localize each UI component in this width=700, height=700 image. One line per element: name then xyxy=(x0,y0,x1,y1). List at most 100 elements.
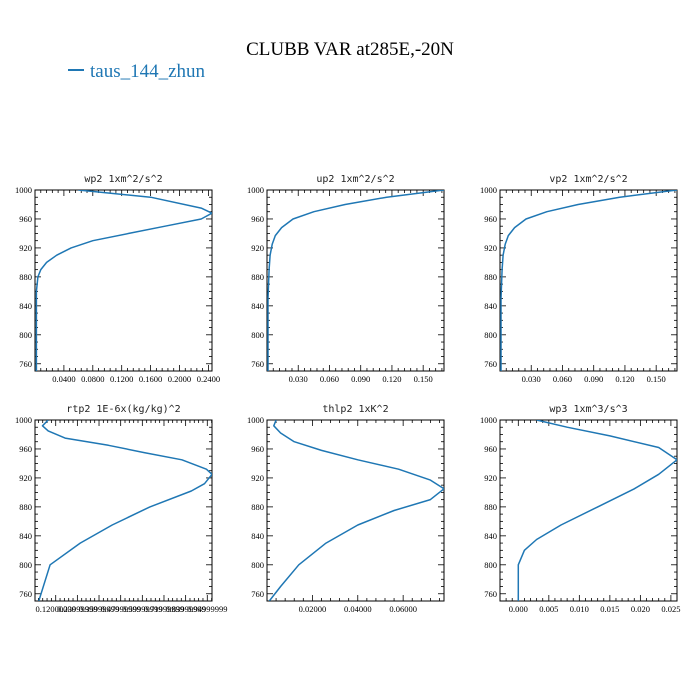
y-tick-label: 920 xyxy=(251,473,264,483)
y-tick-label: 880 xyxy=(251,272,264,282)
x-tick-label: 0.1200 xyxy=(110,374,133,384)
panel-title: wp2 1xm^2/s^2 xyxy=(84,174,162,185)
y-tick-label: 960 xyxy=(251,444,264,454)
y-tick-label: 760 xyxy=(484,359,497,369)
x-tick-label: 0.2000 xyxy=(168,374,191,384)
x-tick-label: 0.0800 xyxy=(81,374,104,384)
y-tick-label: 760 xyxy=(19,359,32,369)
y-tick-label: 760 xyxy=(484,589,497,599)
panels: wp2 1xm^2/s^2 760 800 840 880 920 960 1000 0.040… xyxy=(15,174,680,614)
y-tick-label: 1000 xyxy=(247,415,264,425)
x-tick-label: 0.030 xyxy=(522,374,541,384)
x-tick-label: 0.010 xyxy=(570,604,589,614)
y-tick-label: 840 xyxy=(251,301,264,311)
y-tick-label: 840 xyxy=(251,531,264,541)
y-tick-label: 960 xyxy=(484,444,497,454)
panel-5: thlp2 1xK^2 760 800 840 880 920 960 1000 0.02000… xyxy=(247,404,445,614)
x-tick-label: 0.000 xyxy=(509,604,528,614)
y-tick-label: 800 xyxy=(484,330,497,340)
series-line xyxy=(517,420,677,601)
panel-title: wp3 1xm^3/s^3 xyxy=(549,404,627,415)
x-tick-label: 0.150 xyxy=(414,374,433,384)
plot-frame xyxy=(499,419,678,602)
series-line xyxy=(38,420,212,601)
series-line xyxy=(500,190,677,371)
y-tick-label: 920 xyxy=(484,473,497,483)
y-tick-label: 920 xyxy=(484,243,497,253)
x-tick-label: 0.04000 xyxy=(344,604,372,614)
x-tick-label: 0.1600 xyxy=(139,374,162,384)
y-tick-label: 760 xyxy=(251,359,264,369)
y-tick-label: 1000 xyxy=(15,415,32,425)
y-tick-label: 920 xyxy=(19,243,32,253)
x-tick-label: 0.090 xyxy=(584,374,603,384)
panel-title: rtp2 1E-6x(kg/kg)^2 xyxy=(66,404,180,415)
plot-frame xyxy=(34,419,213,602)
x-tick-label: 0.35999999 xyxy=(79,604,119,614)
y-tick-label: 760 xyxy=(19,589,32,599)
plot-frame xyxy=(266,419,445,602)
x-tick-label: 0.2400 xyxy=(197,374,220,384)
x-tick-label: 0.02000 xyxy=(299,604,327,614)
legend: taus_144_zhun xyxy=(68,61,206,82)
y-tick-label: 840 xyxy=(19,531,32,541)
panel-3: vp2 1xm^2/s^2 760 800 840 880 920 960 1000 0.030… xyxy=(480,174,678,384)
x-tick-label: 0.83999999 xyxy=(165,604,205,614)
x-tick-label: 0.005 xyxy=(539,604,558,614)
x-tick-label: 0.030 xyxy=(289,374,308,384)
y-tick-label: 800 xyxy=(19,330,32,340)
x-tick-label: 0.47999999 xyxy=(100,604,140,614)
y-tick-label: 1000 xyxy=(480,415,497,425)
y-tick-label: 800 xyxy=(251,560,264,570)
series-line xyxy=(268,420,444,601)
y-tick-label: 1000 xyxy=(15,185,32,195)
x-tick-label: 0.090 xyxy=(351,374,370,384)
x-tick-label: 0.025 xyxy=(661,604,680,614)
x-tick-label: 0.060 xyxy=(320,374,339,384)
y-tick-label: 840 xyxy=(484,531,497,541)
y-tick-label: 880 xyxy=(484,502,497,512)
y-tick-label: 920 xyxy=(19,473,32,483)
y-tick-label: 800 xyxy=(19,560,32,570)
plot-frame xyxy=(266,189,445,372)
x-tick-label: 0.120 xyxy=(382,374,401,384)
y-tick-label: 960 xyxy=(19,444,32,454)
panel-title: up2 1xm^2/s^2 xyxy=(316,174,394,185)
x-tick-label: 0.06000 xyxy=(389,604,417,614)
y-tick-label: 960 xyxy=(19,214,32,224)
panel-1: wp2 1xm^2/s^2 760 800 840 880 920 960 1000 0.040… xyxy=(15,174,220,384)
y-tick-label: 880 xyxy=(19,272,32,282)
y-tick-label: 840 xyxy=(484,301,497,311)
x-tick-label: 0.060 xyxy=(553,374,572,384)
x-tick-label: 0.120 xyxy=(615,374,634,384)
plot-frame xyxy=(499,189,678,372)
x-tick-label: 0.94999999 xyxy=(187,604,227,614)
x-tick-label: 0.015 xyxy=(600,604,619,614)
x-tick-label: 0.150 xyxy=(647,374,666,384)
x-tick-label: 0.020 xyxy=(631,604,650,614)
x-tick-label: 0.12000000 xyxy=(36,604,76,614)
panel-2: up2 1xm^2/s^2 760 800 840 880 920 960 1000 0.030… xyxy=(247,174,445,384)
panel-6: wp3 1xm^3/s^3 760 800 840 880 920 960 1000 0.000… xyxy=(480,404,680,614)
y-tick-label: 880 xyxy=(19,502,32,512)
y-tick-label: 760 xyxy=(251,589,264,599)
figure-title: CLUBB VAR at285E,-20N xyxy=(246,39,454,60)
x-tick-label: 0.23999999 xyxy=(57,604,97,614)
y-tick-label: 840 xyxy=(19,301,32,311)
legend-label: taus_144_zhun xyxy=(90,61,206,82)
panel-4: rtp2 1E-6x(kg/kg)^2 760 800 840 880 920 960 100… xyxy=(15,404,227,614)
y-tick-label: 960 xyxy=(484,214,497,224)
series-line xyxy=(35,190,212,371)
y-tick-label: 960 xyxy=(251,214,264,224)
panel-title: vp2 1xm^2/s^2 xyxy=(549,174,627,185)
y-tick-label: 800 xyxy=(484,560,497,570)
y-tick-label: 880 xyxy=(251,502,264,512)
y-tick-label: 1000 xyxy=(480,185,497,195)
y-tick-label: 800 xyxy=(251,330,264,340)
panel-title: thlp2 1xK^2 xyxy=(322,404,388,415)
y-tick-label: 880 xyxy=(484,272,497,282)
series-line xyxy=(267,190,444,371)
plot-frame xyxy=(34,189,213,372)
x-tick-label: 0.71999999 xyxy=(144,604,184,614)
